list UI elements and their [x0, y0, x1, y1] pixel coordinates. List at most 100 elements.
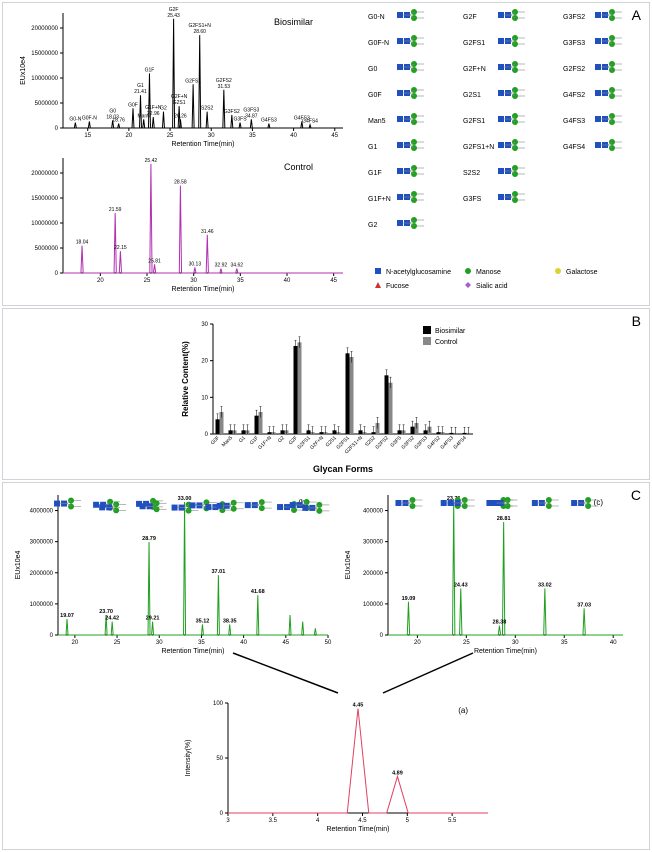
svg-text:29.21: 29.21: [146, 616, 160, 622]
svg-text:5.5: 5.5: [448, 818, 457, 824]
svg-text:G2F+N: G2F+N: [463, 66, 486, 73]
svg-text:28.81: 28.81: [497, 516, 511, 522]
svg-text:22.96: 22.96: [147, 111, 160, 117]
svg-text:30: 30: [201, 322, 208, 328]
svg-text:32.92: 32.92: [215, 263, 228, 269]
svg-text:Biosimilar: Biosimilar: [274, 17, 313, 27]
svg-text:2000000: 2000000: [30, 571, 54, 577]
svg-text:35: 35: [561, 640, 568, 646]
svg-text:0: 0: [50, 633, 54, 639]
svg-text:G0: G0: [109, 108, 116, 114]
svg-text:4.45: 4.45: [353, 703, 364, 709]
svg-text:33.02: 33.02: [538, 582, 552, 588]
svg-text:45: 45: [282, 640, 289, 646]
svg-text:G2S1: G2S1: [463, 92, 481, 99]
svg-text:Sialic acid: Sialic acid: [476, 283, 508, 290]
svg-text:20: 20: [126, 133, 133, 139]
svg-text:G1F: G1F: [368, 170, 382, 177]
svg-text:10: 10: [201, 395, 208, 401]
svg-text:20: 20: [201, 359, 208, 365]
svg-text:35: 35: [249, 133, 256, 139]
svg-text:31.53: 31.53: [218, 84, 231, 90]
svg-text:24.43: 24.43: [454, 582, 468, 588]
svg-text:G1F+N: G1F+N: [257, 435, 273, 451]
svg-text:30: 30: [208, 133, 215, 139]
svg-text:G1: G1: [368, 144, 377, 151]
svg-text:Control: Control: [435, 339, 458, 346]
svg-text:25: 25: [144, 278, 151, 284]
svg-text:5000000: 5000000: [35, 101, 59, 107]
svg-text:S2S2: S2S2: [201, 106, 213, 112]
svg-text:100000: 100000: [363, 602, 384, 608]
svg-text:G4FS2: G4FS2: [563, 92, 585, 99]
svg-text:G2FS2: G2FS2: [563, 66, 585, 73]
svg-text:38.35: 38.35: [223, 618, 237, 624]
svg-text:34.62: 34.62: [231, 263, 244, 269]
svg-text:4.5: 4.5: [358, 818, 367, 824]
svg-text:25: 25: [167, 133, 174, 139]
svg-text:G4FS3: G4FS3: [261, 118, 277, 124]
svg-text:22.15: 22.15: [114, 245, 127, 251]
svg-text:26.26: 26.26: [174, 113, 187, 119]
svg-text:G3FS3: G3FS3: [413, 435, 429, 451]
svg-text:G0F: G0F: [368, 92, 382, 99]
svg-text:G4FS4: G4FS4: [563, 144, 585, 151]
svg-text:G2FS1+N: G2FS1+N: [463, 144, 494, 151]
svg-text:20: 20: [414, 640, 421, 646]
svg-text:EUx10e4: EUx10e4: [20, 56, 27, 85]
svg-text:G4FS4: G4FS4: [452, 435, 468, 451]
panel-c-svg: 2025303540455001000000200000030000004000…: [3, 483, 649, 849]
svg-text:40: 40: [290, 133, 297, 139]
svg-text:Retention Time(min): Retention Time(min): [171, 141, 234, 148]
svg-text:18.76: 18.76: [112, 118, 125, 124]
svg-text:40: 40: [284, 278, 291, 284]
panel-b-label: B: [632, 313, 641, 329]
svg-text:G4FS3: G4FS3: [439, 435, 455, 451]
svg-text:0: 0: [55, 126, 59, 132]
svg-text:0: 0: [55, 271, 59, 277]
svg-text:19.07: 19.07: [60, 613, 74, 619]
svg-text:18.04: 18.04: [76, 240, 89, 246]
svg-text:35.12: 35.12: [196, 618, 210, 624]
svg-text:4.89: 4.89: [392, 770, 403, 776]
svg-text:15000000: 15000000: [31, 196, 58, 202]
svg-text:200000: 200000: [363, 571, 384, 577]
svg-text:G2S1: G2S1: [173, 100, 186, 106]
svg-text:G3FS3: G3FS3: [243, 107, 259, 113]
svg-text:0: 0: [205, 432, 209, 438]
svg-text:30: 30: [190, 278, 197, 284]
svg-text:20: 20: [72, 640, 79, 646]
svg-text:Relative Content(%): Relative Content(%): [181, 341, 190, 417]
svg-text:G3FS2: G3FS2: [563, 14, 585, 21]
svg-text:3.5: 3.5: [269, 818, 278, 824]
svg-text:G2FS1: G2FS1: [463, 118, 485, 125]
svg-text:G4FS2: G4FS2: [426, 435, 442, 451]
svg-text:34.87: 34.87: [245, 113, 258, 119]
svg-text:30: 30: [156, 640, 163, 646]
svg-text:Fucose: Fucose: [386, 283, 409, 290]
svg-text:G0: G0: [368, 66, 377, 73]
svg-text:Glycan Forms: Glycan Forms: [313, 464, 373, 474]
svg-text:Manose: Manose: [476, 269, 501, 276]
svg-text:10000000: 10000000: [31, 76, 58, 82]
svg-text:Retention Time(min): Retention Time(min): [474, 648, 537, 655]
svg-text:G0-N: G0-N: [69, 117, 81, 123]
svg-text:40: 40: [240, 640, 247, 646]
panel-c: C 20253035404550010000002000000300000040…: [2, 482, 650, 850]
svg-text:3000000: 3000000: [30, 540, 54, 546]
svg-text:20000000: 20000000: [31, 171, 58, 177]
svg-text:19.09: 19.09: [402, 596, 416, 602]
svg-text:G1: G1: [238, 435, 247, 444]
svg-text:S2S2: S2S2: [463, 170, 480, 177]
svg-text:N-acetylglucosamine: N-acetylglucosamine: [386, 269, 451, 276]
svg-text:G3FS2: G3FS2: [224, 109, 240, 115]
svg-text:G2: G2: [160, 106, 167, 112]
svg-text:31.46: 31.46: [201, 229, 214, 235]
svg-text:25: 25: [463, 640, 470, 646]
svg-text:G2F+N: G2F+N: [309, 435, 325, 451]
svg-text:Biosimilar: Biosimilar: [435, 328, 466, 335]
svg-text:300000: 300000: [363, 540, 384, 546]
svg-text:30: 30: [512, 640, 519, 646]
svg-text:25.42: 25.42: [145, 158, 158, 164]
svg-text:5000000: 5000000: [35, 246, 59, 252]
